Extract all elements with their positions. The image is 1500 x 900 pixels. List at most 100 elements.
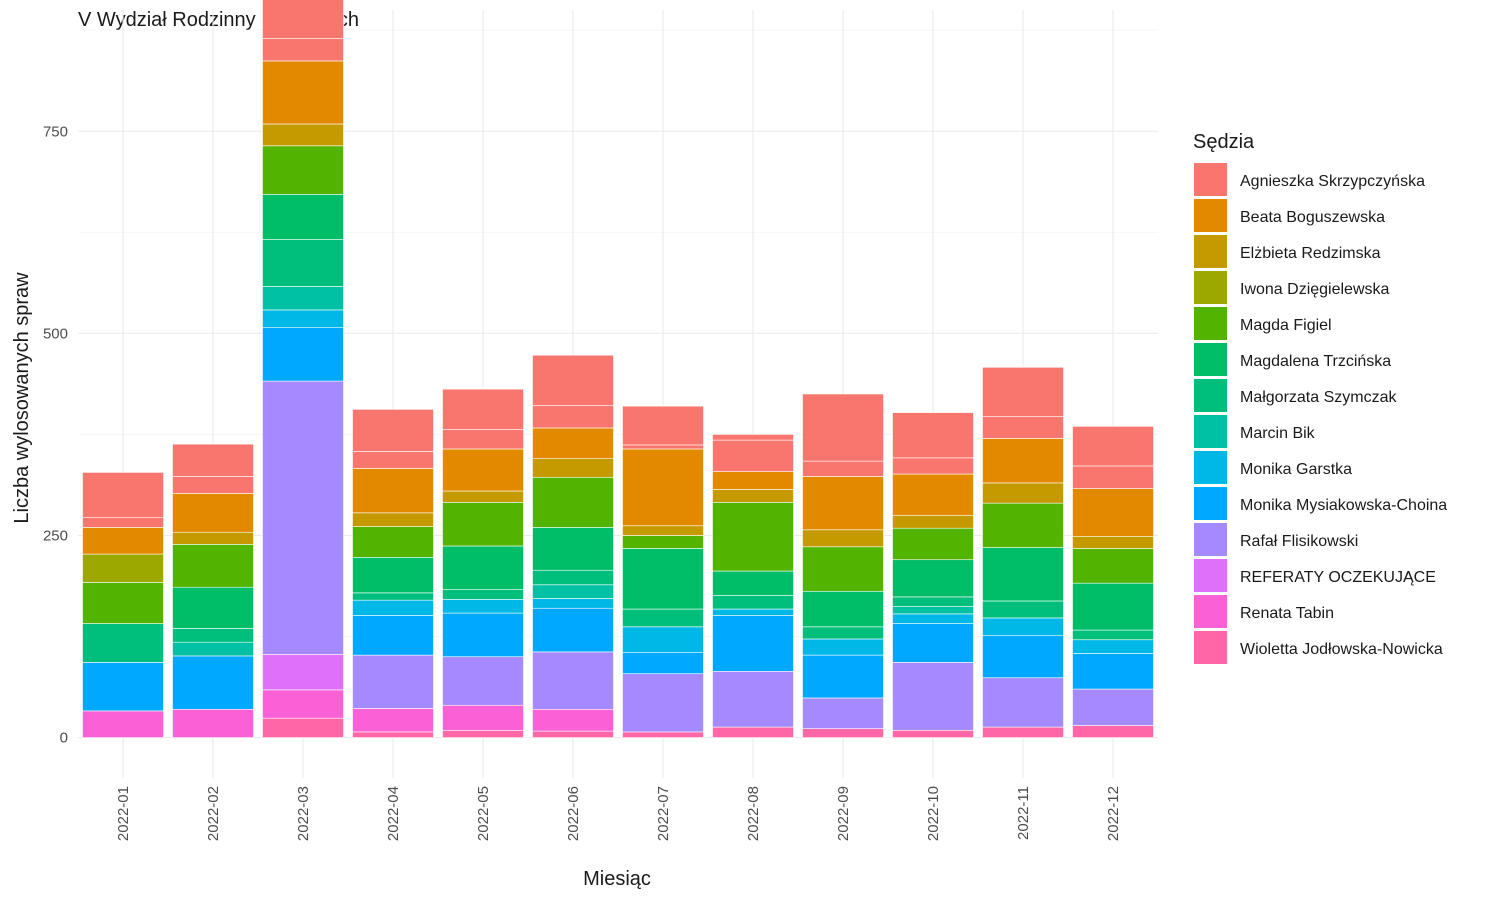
legend-label: Monika Garstka [1240,461,1352,478]
bar-segment [352,557,434,594]
bar-segment [442,589,524,600]
legend-label: Magdalena Trzcińska [1240,353,1391,370]
bar-segment [172,628,254,643]
bar-segment [82,527,164,555]
bar-segment [352,654,434,709]
bar-segment [622,673,704,733]
bar-segment [892,623,974,663]
bar-segment [712,608,794,616]
legend-label: Magda Figiel [1240,317,1332,334]
bar-segment [1072,688,1154,726]
bar-segment [262,0,344,39]
bar-segment [532,405,614,429]
bar-segment [802,697,884,729]
bar-segment [172,531,254,545]
legend-key [1194,235,1227,268]
bar-segment [622,525,704,536]
bar-segment [1072,426,1154,467]
bar-segment [352,708,434,733]
bar-segment [262,37,344,62]
bar-segment [442,599,524,614]
bar-segment [982,635,1064,679]
x-tick-label: 2022-04 [385,786,402,841]
bar-segment [712,439,794,472]
bar-segment [442,429,524,450]
bar-segment [892,606,974,615]
bars [82,0,1154,738]
legend-key [1194,631,1227,664]
bar-segment [712,434,794,441]
legend-key [1194,343,1227,376]
bar-segment [352,512,434,527]
bar-segment [892,662,974,731]
bar-segment [982,367,1064,417]
legend-label: Beata Boguszewska [1240,209,1385,226]
bar-segment [262,239,344,287]
bar-segment [892,559,974,598]
legend-key [1194,415,1227,448]
bar-segment [352,409,434,452]
bar-segment [622,448,704,527]
legend-label: Wioletta Jodłowska-Nowicka [1240,641,1443,658]
bar-segment [1072,725,1154,738]
bar-segment [802,638,884,656]
bar-segment [172,476,254,494]
bar-segment [982,502,1064,548]
bar-segment [802,728,884,738]
bar-segment [622,626,704,653]
y-tick-label: 250 [43,527,68,544]
bar-segment [982,416,1064,439]
legend-key [1194,199,1227,232]
x-tick-label: 2022-05 [475,786,492,841]
y-tick-label: 750 [43,123,68,140]
bar-segment [352,615,434,656]
bar-segment [352,731,434,738]
bar-segment [802,393,884,462]
x-tick-label: 2022-06 [565,786,582,841]
bar-segment [802,626,884,640]
bar-segment [82,553,164,583]
bar-segment [172,443,254,477]
legend-label: Marcin Bik [1240,425,1316,442]
bar-segment [442,490,524,503]
y-axis-ticks: 0 250 500 750 [43,123,68,746]
legend-label: Rafał Flisikowski [1240,533,1358,550]
bar-segment [262,654,344,691]
bar-segment [532,651,614,710]
x-tick-label: 2022-08 [745,786,762,841]
bar-segment [172,655,254,710]
bar-segment [352,599,434,616]
bar-segment [802,476,884,531]
bar-segment [532,708,614,732]
bar-segment [172,493,254,533]
x-tick-label: 2022-11 [1015,786,1032,840]
legend-key [1194,487,1227,520]
legend-key [1194,163,1227,196]
bar-segment [262,123,344,147]
bar-segment [982,547,1064,602]
legend-label: Renata Tabin [1240,605,1334,622]
bar-segment [802,590,884,628]
bar-segment [262,689,344,719]
bar-segment [532,527,614,571]
bar-segment [82,472,164,518]
bar-segment [1072,535,1154,549]
bar-segment [442,656,524,706]
legend-label: Monika Mysiakowska-Choina [1240,497,1447,514]
bar-segment [712,570,794,596]
bar-segment [982,617,1064,637]
legend-label: Agnieszka Skrzypczyńska [1240,173,1425,190]
bar-segment [532,730,614,738]
bar-segment [532,476,614,528]
x-tick-label: 2022-01 [115,786,132,841]
bar-segment [82,662,164,712]
bar-segment [352,526,434,558]
bar-segment [892,730,974,738]
bar-segment [532,569,614,586]
legend-key [1194,451,1227,484]
bar-segment [1072,639,1154,654]
legend: Sędzia Agnieszka Skrzypczyńska Beata Bogu… [1193,131,1447,664]
bar-segment [712,615,794,672]
bar-segment [532,354,614,406]
bar-segment [172,586,254,629]
